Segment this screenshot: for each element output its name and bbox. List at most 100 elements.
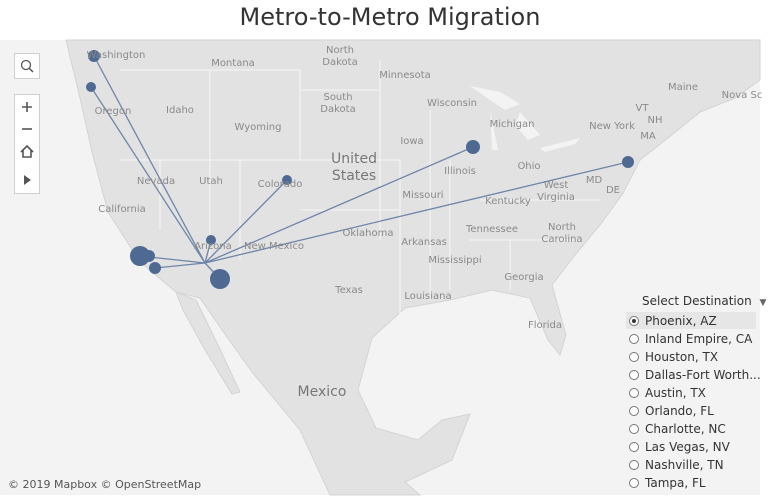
radio-button[interactable] <box>629 351 639 362</box>
place-label: Wisconsin <box>427 98 477 109</box>
radio-button[interactable] <box>629 459 639 470</box>
place-label: Washington <box>87 50 146 61</box>
destination-option[interactable]: Phoenix, AZ <box>626 312 756 329</box>
title: Metro-to-Metro Migration <box>240 3 541 31</box>
land <box>65 39 761 496</box>
place-label: Oregon <box>95 106 132 117</box>
place-label: Missouri <box>402 190 443 201</box>
search-button[interactable] <box>14 53 40 79</box>
place-label: States <box>332 168 376 184</box>
radio-button[interactable] <box>629 369 639 380</box>
place-label: Utah <box>199 176 223 187</box>
option-label: Dallas-Fort Worth... <box>645 367 761 382</box>
place-label: MA <box>640 131 656 142</box>
radio-button[interactable] <box>629 405 639 416</box>
origin-marker <box>466 140 480 154</box>
migration-routes <box>90 55 629 280</box>
option-label: Phoenix, AZ <box>645 313 717 328</box>
destination-option[interactable]: Dallas-Fort Worth... <box>626 366 761 383</box>
search-icon <box>20 59 34 73</box>
place-label: Idaho <box>166 105 194 116</box>
origin-marker <box>143 250 155 262</box>
radio-button[interactable] <box>629 423 639 434</box>
place-label: Tennessee <box>465 224 518 235</box>
place-label: North <box>326 45 354 56</box>
zoom-in[interactable] <box>22 102 32 112</box>
place-label: Mexico <box>298 384 347 400</box>
attribution: © 2019 Mapbox © OpenStreetMap <box>8 478 201 491</box>
zoom-controls <box>14 94 40 194</box>
home[interactable] <box>20 144 34 158</box>
place-label: NH <box>648 115 663 126</box>
place-label: Virginia <box>537 192 575 203</box>
option-label: Tampa, FL <box>645 475 706 490</box>
place-label: Wyoming <box>235 122 282 133</box>
destination-option[interactable]: Houston, TX <box>626 348 756 365</box>
filter-header[interactable]: Select Destination ▼ <box>642 294 766 308</box>
origin-marker <box>622 156 634 168</box>
place-label: New Mexico <box>244 241 304 252</box>
option-label: Charlotte, NC <box>645 421 726 436</box>
origin-marker <box>88 50 100 62</box>
place-label: Ohio <box>517 161 540 172</box>
place-label: California <box>98 204 146 215</box>
destination-option[interactable]: Las Vegas, NV <box>626 438 756 455</box>
destination-option[interactable]: Inland Empire, CA <box>626 330 756 347</box>
place-label: Louisiana <box>404 291 451 302</box>
place-label: Dakota <box>322 57 357 68</box>
option-label: Inland Empire, CA <box>645 331 753 346</box>
place-label: Georgia <box>504 272 543 283</box>
place-label: New York <box>589 121 635 132</box>
place-label: Minnesota <box>379 70 431 81</box>
origin-marker <box>282 175 292 185</box>
place-label: Mississippi <box>428 255 481 266</box>
destination-option[interactable]: Charlotte, NC <box>626 420 756 437</box>
radio-button[interactable] <box>629 477 639 488</box>
place-label: Michigan <box>490 119 535 130</box>
place-label: Montana <box>211 58 255 69</box>
place-label: Oklahoma <box>343 228 394 239</box>
place-label: Nevada <box>137 176 175 187</box>
place-label: MD <box>586 175 603 186</box>
baja <box>175 291 241 395</box>
state-borders <box>120 60 600 320</box>
option-label: Orlando, FL <box>645 403 714 418</box>
origin-marker <box>149 262 161 274</box>
place-label: Florida <box>528 320 562 331</box>
place-label: South <box>323 92 352 103</box>
option-label: Austin, TX <box>645 385 706 400</box>
destination-option[interactable]: Austin, TX <box>626 384 756 401</box>
place-label: VT <box>636 103 650 114</box>
origin-marker <box>130 246 150 266</box>
radio-button[interactable] <box>629 441 639 452</box>
option-label: Houston, TX <box>645 349 719 364</box>
place-label: Carolina <box>541 234 582 245</box>
origin-marker <box>210 269 230 289</box>
place-label: Iowa <box>400 136 423 147</box>
zoom-icons <box>20 102 34 185</box>
place-label: Texas <box>334 285 363 296</box>
place-label: North <box>548 222 576 233</box>
pan-toggle[interactable] <box>24 175 31 185</box>
destination-option[interactable]: Tampa, FL <box>626 474 756 491</box>
origin-marker <box>206 235 216 245</box>
radio-button[interactable] <box>629 315 639 326</box>
radio-button[interactable] <box>629 387 639 398</box>
option-label: Las Vegas, NV <box>645 439 730 454</box>
place-label: Colorado <box>258 179 303 190</box>
place-label: Illinois <box>444 166 476 177</box>
place-label: Maine <box>668 82 698 93</box>
radio-button[interactable] <box>629 333 639 344</box>
dropdown-arrow: ▼ <box>759 298 767 308</box>
place-label: United <box>331 151 377 167</box>
great-lakes <box>470 86 580 152</box>
map-labels: Washington NorthDakotaMontanaMinnesotaOre… <box>87 45 763 400</box>
origin-markers <box>86 50 634 289</box>
destination-option[interactable]: Nashville, TN <box>626 456 756 473</box>
destination-option[interactable]: Orlando, FL <box>626 402 756 419</box>
place-label: Arkansas <box>401 237 447 248</box>
place-label: Dakota <box>320 104 355 115</box>
filter-label: Select Destination <box>642 294 752 308</box>
